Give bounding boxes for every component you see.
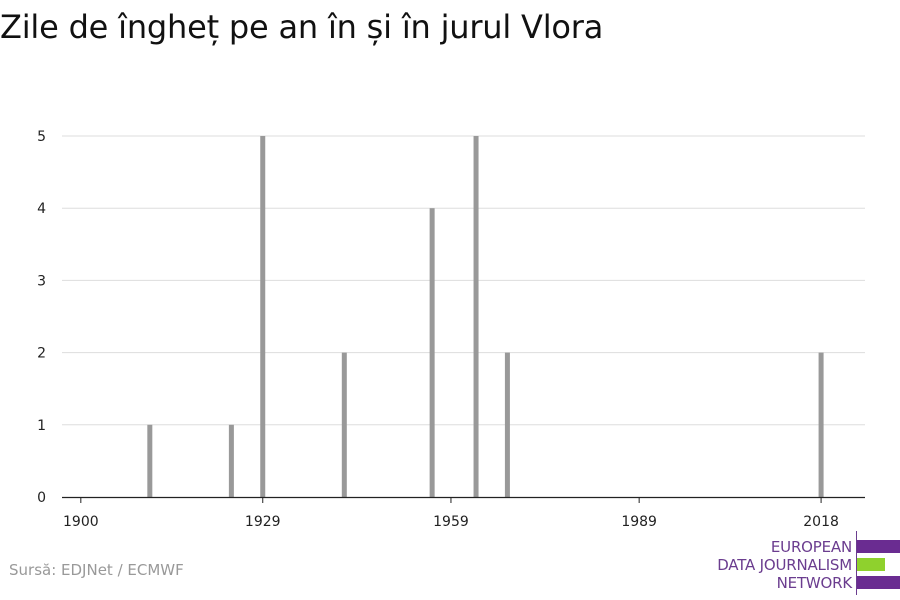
source-note: Sursă: EDJNet / ECMWF: [9, 561, 184, 579]
bar: [147, 424, 153, 497]
x-tick-label: 2018: [803, 514, 839, 530]
y-tick-label: 0: [37, 490, 46, 506]
logo-line-3: NETWORK: [776, 574, 853, 592]
x-tick-label: 1900: [63, 514, 99, 530]
bar: [818, 352, 824, 497]
bar: [473, 136, 479, 497]
y-tick-label: 5: [37, 129, 46, 145]
y-tick-label: 3: [37, 273, 46, 289]
bars: [147, 136, 824, 497]
x-tick-label: 1959: [433, 514, 469, 530]
logo-divider: [856, 531, 857, 595]
logo-line-1: EUROPEAN: [770, 538, 852, 556]
y-tick-label: 4: [37, 201, 46, 217]
logo-line-2: DATA JOURNALISM: [717, 556, 852, 574]
x-tick-labels: 1900 1929 1959 1989 2018: [63, 514, 839, 530]
x-tick-label: 1989: [621, 514, 657, 530]
bar: [228, 424, 234, 497]
chart-title: Zile de îngheț pe an în și în jurul Vlor…: [0, 8, 604, 46]
logo-bar-middle: [857, 558, 885, 571]
bar: [504, 352, 510, 497]
y-tick-label: 1: [37, 418, 46, 434]
grid-lines: [62, 135, 865, 426]
x-tick-label: 1929: [245, 514, 281, 530]
bar: [429, 208, 435, 497]
logo-bar-bottom: [857, 576, 900, 589]
x-axis: [62, 496, 865, 503]
y-tick-label: 2: [37, 346, 46, 362]
edjnet-logo: EUROPEAN DATA JOURNALISM NETWORK: [700, 528, 900, 598]
bar: [341, 352, 347, 497]
logo-bar-top: [857, 540, 900, 553]
y-tick-labels: 0 1 2 3 4 5: [37, 129, 46, 506]
bar: [260, 136, 266, 497]
